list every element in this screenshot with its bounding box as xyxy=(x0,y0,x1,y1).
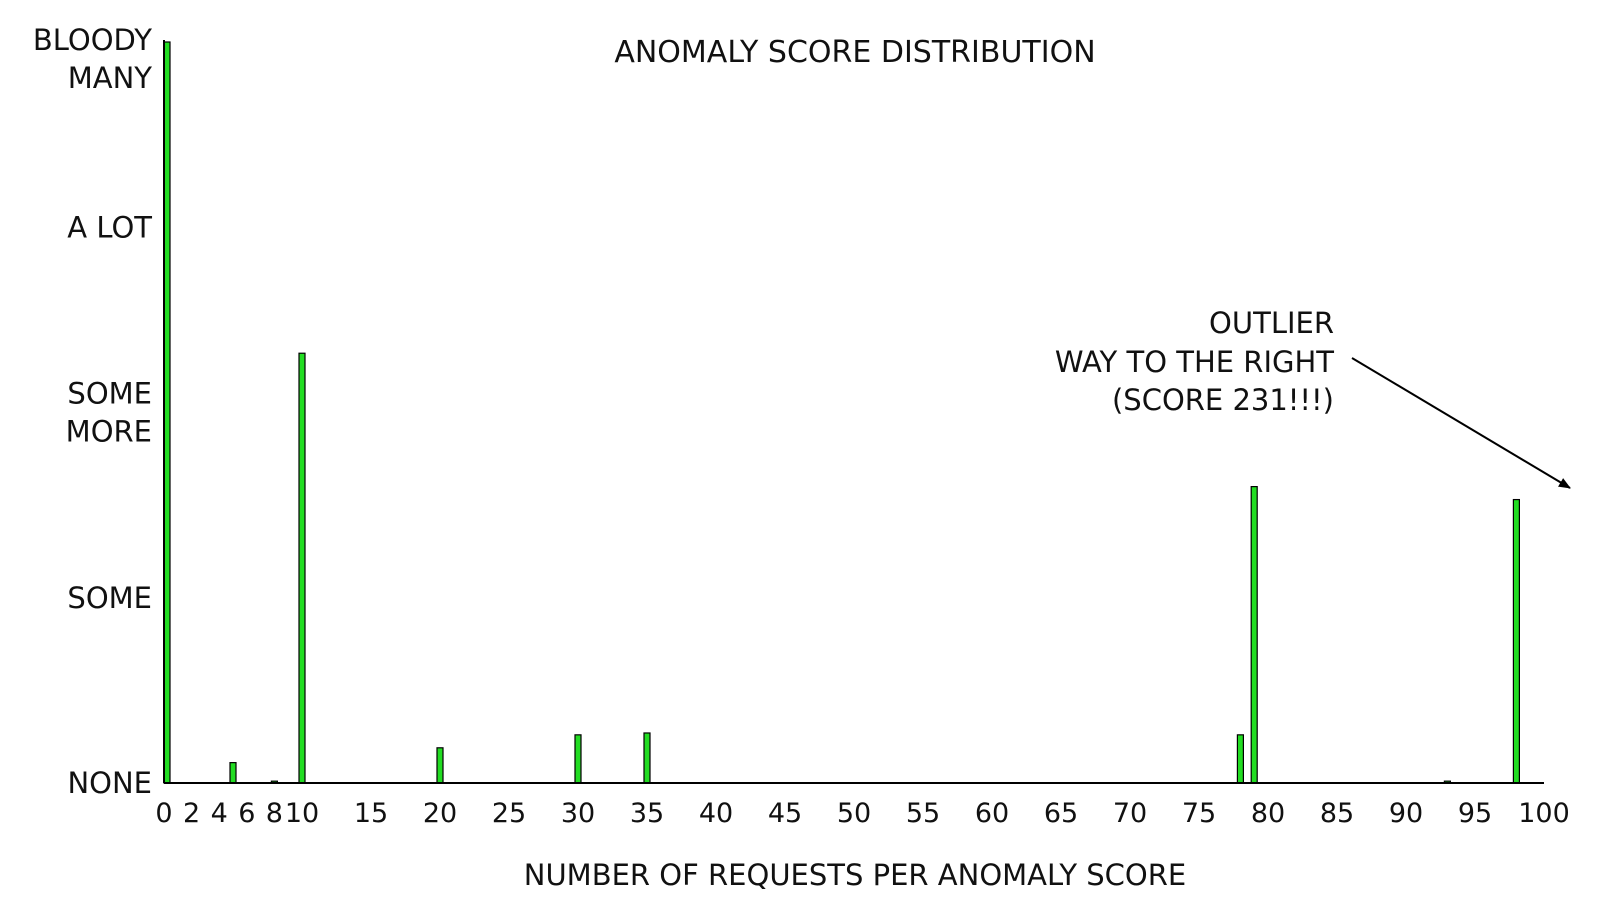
annotation-line-2: WAY TO THE RIGHT xyxy=(1055,345,1334,379)
bar-score-5 xyxy=(229,762,237,784)
bar-score-35 xyxy=(643,732,651,784)
x-tick-label: 30 xyxy=(561,798,595,829)
x-tick-label: 90 xyxy=(1389,798,1423,829)
x-tick-label: 100 xyxy=(1518,798,1570,829)
y-tick-label: MANY xyxy=(68,61,153,95)
x-axis-label: NUMBER OF REQUESTS PER ANOMALY SCORE xyxy=(524,858,1186,892)
x-tick-label: 2 xyxy=(183,798,200,829)
x-tick-label: 85 xyxy=(1320,798,1354,829)
x-tick-label: 65 xyxy=(1044,798,1078,829)
y-tick-label: SOME xyxy=(67,377,152,411)
x-tick-labels: 0 2 4 6 8 10 15 20 25 30 35 40 45 50 55 60 65 70 75 80 85 90 9… xyxy=(155,798,1569,829)
bar-score-20 xyxy=(436,747,444,784)
x-tick-label: 0 xyxy=(155,798,172,829)
y-tick-labels: NONE SOME SOME MORE A LOT BLOODY MANY xyxy=(33,23,152,800)
bar-score-10 xyxy=(298,352,306,784)
annotation-arrow xyxy=(1351,357,1571,489)
y-tick-label: NONE xyxy=(67,766,152,800)
outlier-annotation: OUTLIER WAY TO THE RIGHT (SCORE 231!!!) xyxy=(1055,306,1571,489)
bar-score-30 xyxy=(574,734,582,784)
bar-score-78 xyxy=(1236,734,1245,784)
x-tick-label: 70 xyxy=(1113,798,1147,829)
x-tick-label: 40 xyxy=(699,798,733,829)
x-tick-label: 95 xyxy=(1458,798,1492,829)
x-tick-label: 8 xyxy=(266,798,283,829)
x-tick-label: 4 xyxy=(211,798,228,829)
x-tick-label: 15 xyxy=(354,798,388,829)
x-tick-label: 35 xyxy=(630,798,664,829)
x-tick-label: 10 xyxy=(285,798,319,829)
y-tick-label: BLOODY xyxy=(33,23,152,57)
x-tick-label: 25 xyxy=(492,798,526,829)
annotation-line-3: (SCORE 231!!!) xyxy=(1112,383,1334,417)
x-tick-label: 45 xyxy=(768,798,802,829)
y-tick-label: SOME xyxy=(67,581,152,615)
x-tick-label: 60 xyxy=(975,798,1009,829)
y-tick-label: MORE xyxy=(66,415,152,449)
x-tick-label: 55 xyxy=(906,798,940,829)
annotation-line-1: OUTLIER xyxy=(1209,306,1334,340)
x-tick-label: 50 xyxy=(837,798,871,829)
x-tick-label: 20 xyxy=(423,798,457,829)
bar-score-79 xyxy=(1250,486,1258,784)
chart-title: ANOMALY SCORE DISTRIBUTION xyxy=(614,35,1095,70)
bar-score-98 xyxy=(1512,498,1521,784)
x-tick-label: 6 xyxy=(238,798,255,829)
x-tick-label: 80 xyxy=(1251,798,1285,829)
x-tick-label: 75 xyxy=(1182,798,1216,829)
y-tick-label: A LOT xyxy=(67,210,152,244)
bars-layer xyxy=(163,41,1521,784)
